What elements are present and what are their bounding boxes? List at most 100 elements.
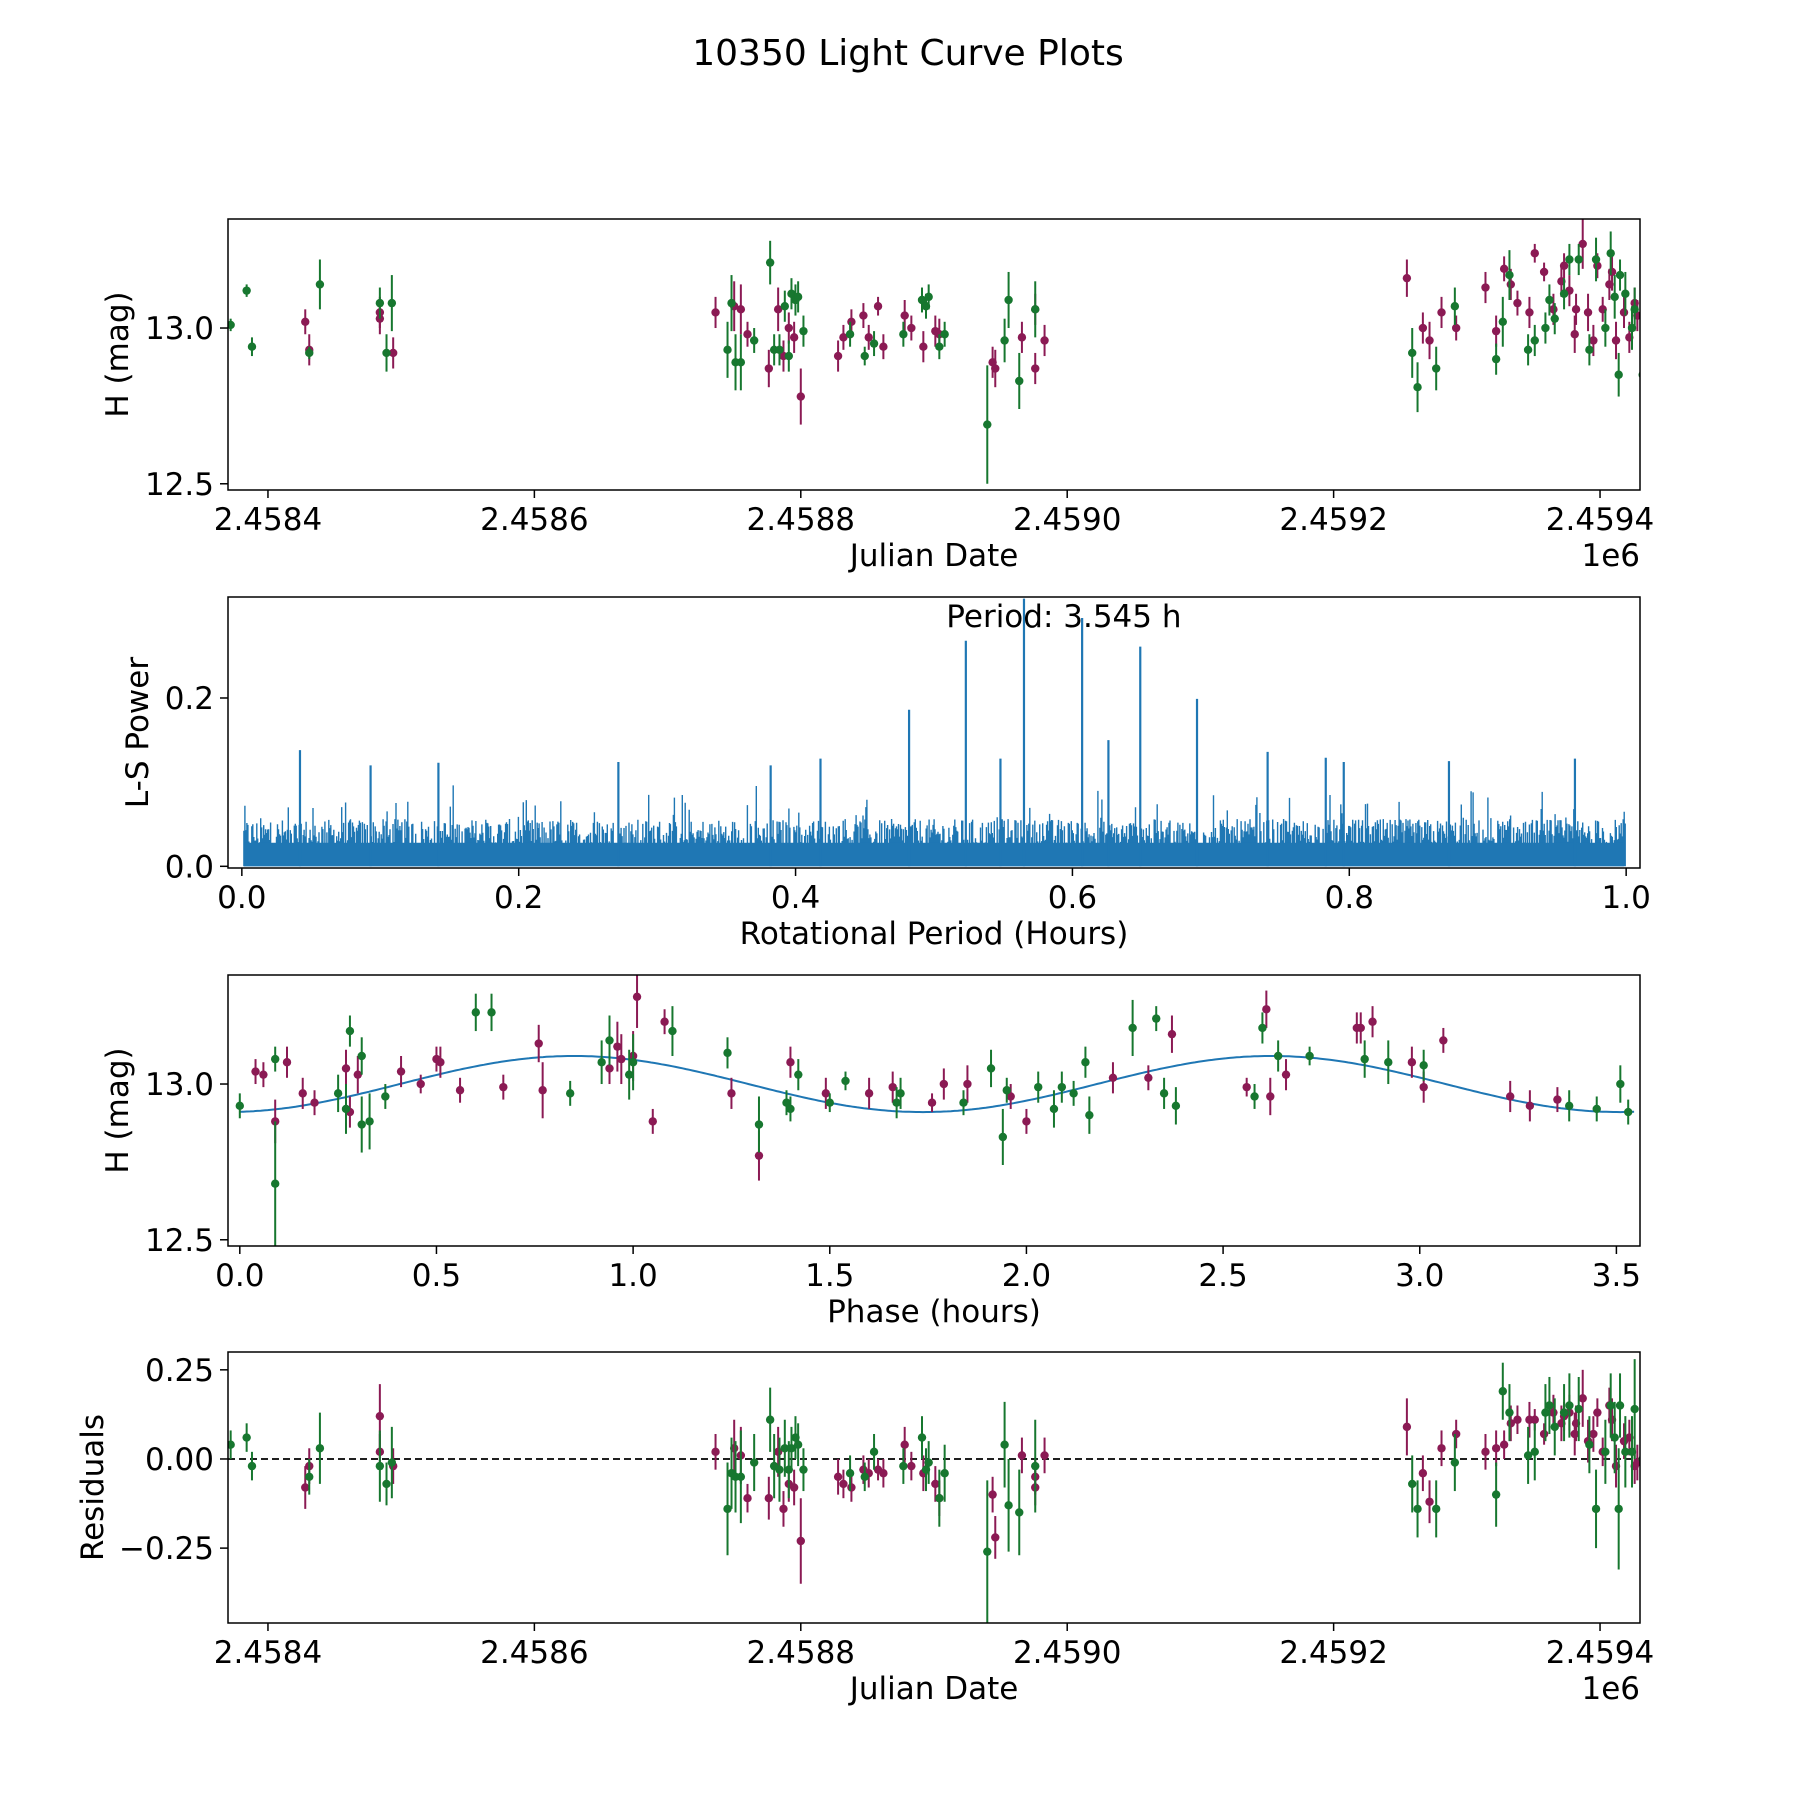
filter-2-point bbox=[1523, 1451, 1533, 1460]
filter-1-point bbox=[1481, 1447, 1490, 1457]
phase-curve-data bbox=[235, 975, 1635, 1246]
filter-2-point bbox=[749, 336, 759, 345]
y-tick-label: −0.25 bbox=[119, 1531, 214, 1567]
filter-1-point bbox=[1553, 1095, 1562, 1104]
filter-1-point bbox=[743, 330, 752, 339]
filter-1-point bbox=[1266, 1092, 1275, 1101]
filter-1-point bbox=[786, 1058, 795, 1067]
filter-1-point bbox=[1570, 1429, 1579, 1439]
filter-2-point bbox=[1049, 1104, 1059, 1114]
filter-2-point bbox=[387, 1458, 397, 1467]
filter-2-point bbox=[775, 1465, 784, 1474]
filter-1-point bbox=[864, 1089, 874, 1098]
filter-2-point bbox=[1559, 1408, 1569, 1417]
x-tick-label: 2.5 bbox=[1198, 1258, 1247, 1294]
filter-2-point bbox=[1541, 323, 1550, 333]
residuals-panel: 2.4584 2.4586 2.4588 2.4590 2.4592 2.4594 0.25… bbox=[75, 1351, 1654, 1707]
periodogram-panel: Period: 3.545 h 0.0 0.2 0.4 0.6 0.8 1.0 0.0 0.2 R… bbox=[120, 596, 1651, 952]
filter-1-point bbox=[660, 1017, 669, 1026]
filter-1-point bbox=[301, 317, 310, 326]
filter-2-point bbox=[794, 1070, 803, 1079]
filter-2-point bbox=[825, 1098, 834, 1107]
filter-2-point bbox=[765, 1415, 775, 1424]
light-curve-data bbox=[228, 219, 1640, 484]
filter-2-point bbox=[597, 1058, 606, 1067]
filter-2-point bbox=[1541, 1408, 1550, 1417]
filter-1-point bbox=[1513, 298, 1522, 308]
x-tick-label: 2.4584 bbox=[214, 502, 322, 538]
filter-2-point bbox=[1171, 1101, 1181, 1111]
filter-1-point bbox=[388, 348, 398, 358]
filter-2-point bbox=[917, 295, 927, 305]
filter-2-point bbox=[375, 1461, 385, 1471]
filter-2-point bbox=[305, 348, 314, 358]
filter-1-point bbox=[1571, 305, 1581, 314]
filter-1-point bbox=[1549, 305, 1558, 314]
filter-1-point bbox=[779, 1504, 788, 1514]
filter-2-point bbox=[305, 1472, 314, 1482]
filter-1-point bbox=[1022, 1117, 1031, 1126]
x-axis-label: Julian Date bbox=[848, 1671, 1019, 1707]
y-tick-label: 0.00 bbox=[145, 1442, 214, 1478]
filter-2-point bbox=[780, 302, 790, 311]
filter-1-point bbox=[617, 1054, 626, 1064]
light-curve-frame bbox=[227, 218, 1641, 491]
x-tick-label: 2.4590 bbox=[1013, 1635, 1121, 1671]
filter-1-point bbox=[991, 1533, 1000, 1542]
filter-2-point bbox=[1545, 1401, 1554, 1410]
filter-2-point bbox=[357, 1120, 366, 1129]
x-offset-label: 1e6 bbox=[1581, 1671, 1640, 1707]
x-tick-label: 2.4594 bbox=[1546, 1635, 1654, 1671]
filter-2-point bbox=[723, 1504, 732, 1514]
model-curve bbox=[239, 1055, 1635, 1114]
filter-2-point bbox=[1431, 1504, 1441, 1514]
filter-1-point bbox=[1451, 323, 1461, 333]
x-tick-label: 0.8 bbox=[1325, 880, 1374, 916]
filter-1-point bbox=[754, 1151, 764, 1160]
filter-2-point bbox=[1491, 354, 1501, 364]
filter-2-point bbox=[896, 1089, 905, 1098]
filter-2-point bbox=[1250, 1092, 1259, 1101]
filter-2-point bbox=[924, 292, 933, 302]
filter-2-point bbox=[1057, 1082, 1067, 1092]
filter-1-point bbox=[1451, 1429, 1461, 1439]
filter-2-point bbox=[784, 351, 794, 361]
filter-2-point bbox=[1530, 336, 1539, 345]
filter-1-point bbox=[847, 317, 856, 326]
filter-2-point bbox=[1574, 1404, 1583, 1414]
y-tick-label: 0.2 bbox=[165, 681, 214, 717]
filter-2-point bbox=[1601, 323, 1610, 333]
filter-2-point bbox=[765, 258, 775, 267]
filter-1-point bbox=[1402, 273, 1412, 283]
filter-2-point bbox=[869, 1447, 879, 1457]
residuals-frame bbox=[227, 1351, 1641, 1624]
filter-1-point bbox=[455, 1086, 465, 1095]
filter-1-point bbox=[534, 1039, 543, 1048]
filter-2-point bbox=[1574, 255, 1583, 264]
filter-2-point bbox=[247, 1461, 257, 1471]
filter-1-point bbox=[1530, 249, 1539, 258]
filter-1-point bbox=[1108, 1073, 1118, 1082]
filter-1-point bbox=[1525, 1101, 1535, 1111]
filter-1-point bbox=[796, 392, 805, 401]
filter-1-point bbox=[298, 1089, 307, 1098]
filter-2-point bbox=[471, 1008, 480, 1017]
filter-1-point bbox=[1499, 264, 1509, 274]
filter-2-point bbox=[935, 1493, 944, 1503]
filter-2-point bbox=[1031, 305, 1040, 314]
filter-1-point bbox=[839, 1479, 848, 1489]
filter-2-point bbox=[787, 289, 796, 298]
filter-1-point bbox=[764, 1493, 774, 1503]
filter-2-point bbox=[228, 1440, 235, 1449]
filter-2-point bbox=[1559, 289, 1569, 298]
filter-1-point bbox=[1525, 308, 1534, 317]
filter-1-point bbox=[864, 333, 873, 342]
filter-2-point bbox=[1413, 1504, 1422, 1514]
filter-2-point bbox=[341, 1104, 351, 1114]
filter-1-point bbox=[499, 1082, 508, 1092]
y-axis-label: H (mag) bbox=[100, 1047, 136, 1173]
x-tick-label: 2.4586 bbox=[480, 502, 588, 538]
x-tick-label: 0.6 bbox=[1048, 880, 1097, 916]
filter-1-point bbox=[341, 1064, 351, 1073]
filter-2-point bbox=[869, 339, 879, 348]
